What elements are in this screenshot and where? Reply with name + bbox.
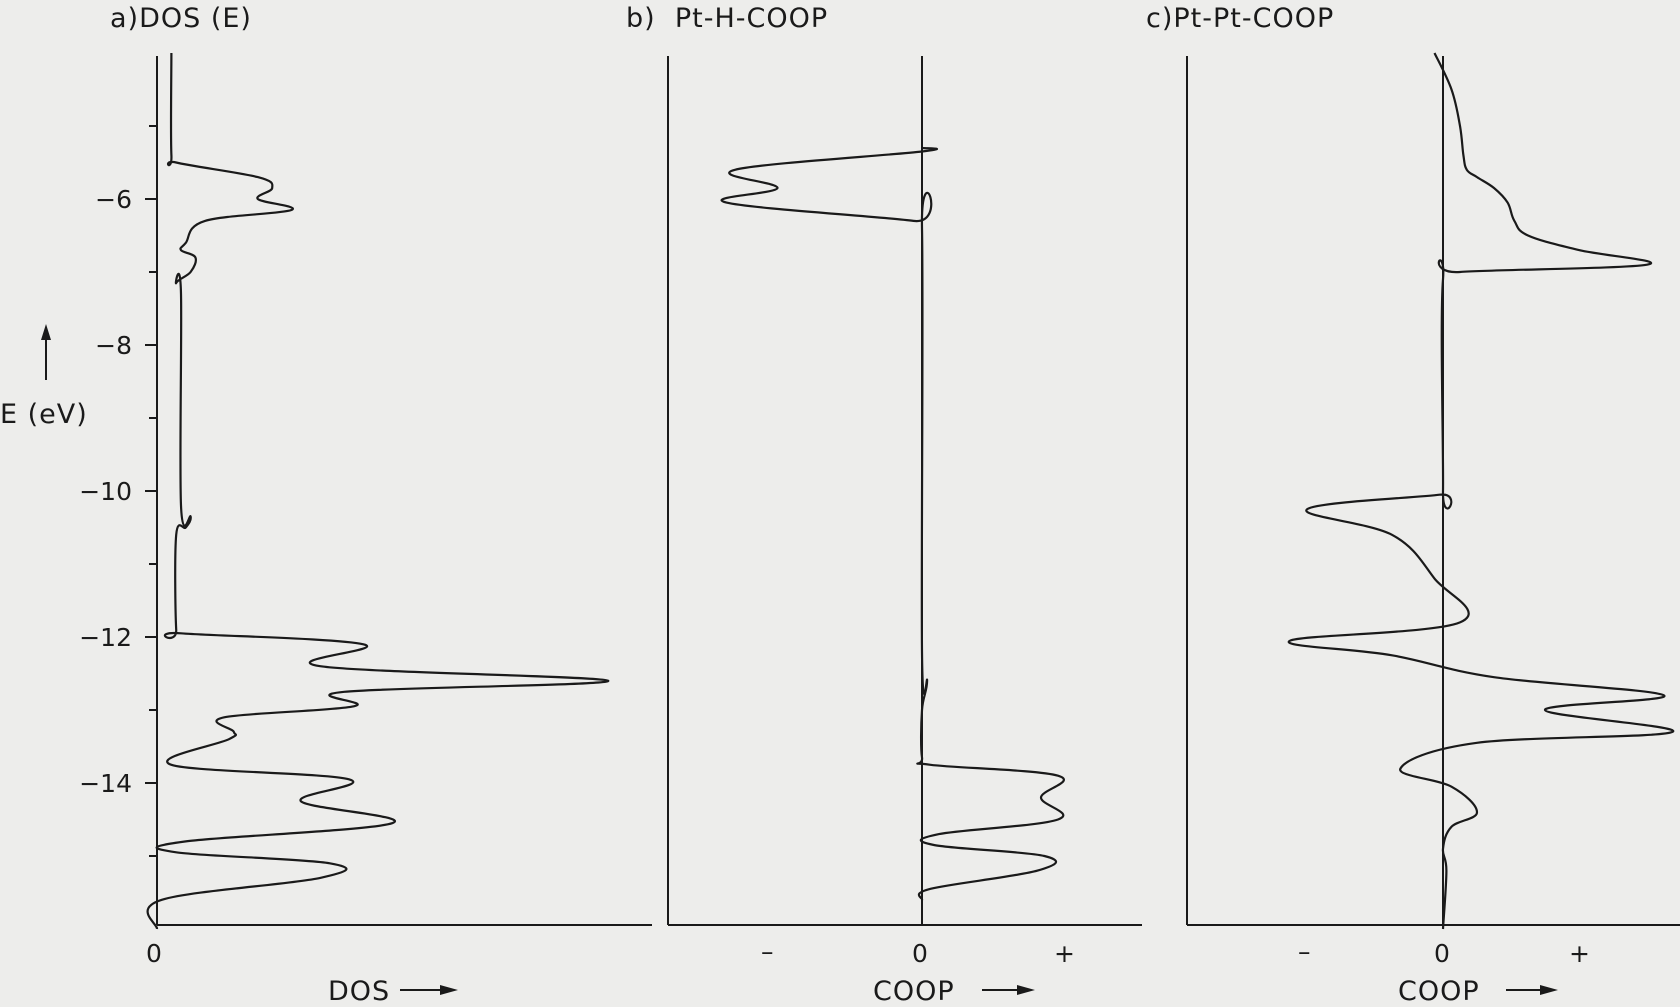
panel-c-x-arrow-icon	[1506, 985, 1558, 995]
panel-a-x-label: DOS	[328, 976, 390, 1007]
panel-b-x-tick-0: 0	[912, 939, 928, 968]
y-tick-label: −8	[95, 331, 132, 360]
y-tick-label: −14	[79, 769, 132, 798]
panel-b-x-label: COOP	[873, 976, 955, 1007]
panel-b-axes	[667, 56, 1142, 926]
panel-a-title: a)DOS (E)	[110, 3, 252, 34]
panel-c-x-tick-0: 0	[1434, 939, 1450, 968]
dos-curve	[146, 52, 610, 930]
y-axis-arrow-icon	[41, 324, 51, 380]
y-axis-ticks: −6 −8 −10 −12 −14	[79, 125, 157, 857]
panel-c-x-tick-plus: +	[1569, 939, 1590, 968]
panel-b-title: b) Pt-H-COOP	[626, 3, 828, 34]
y-axis-label: E (eV)	[0, 399, 88, 430]
y-tick-label: −10	[79, 477, 132, 506]
panel-c-x-label: COOP	[1398, 976, 1480, 1007]
pt-h-coop-curve	[720, 146, 1065, 901]
panel-b-x-tick-plus: +	[1054, 939, 1075, 968]
panel-a-x-arrow-icon	[400, 985, 458, 995]
panel-b-x-arrow-icon	[982, 985, 1035, 995]
panel-a-axes	[156, 56, 652, 926]
panel-a-x-tick-0: 0	[146, 939, 162, 968]
panel-c-axes	[1186, 56, 1680, 926]
panel-b-x-tick-minus: –	[761, 937, 774, 966]
y-tick-label: −12	[79, 623, 132, 652]
panel-c-x-tick-minus: –	[1298, 937, 1311, 966]
y-tick-label: −6	[95, 185, 132, 214]
pt-pt-coop-curve	[1287, 52, 1674, 930]
panel-c-title: c)Pt-Pt-COOP	[1146, 3, 1334, 34]
